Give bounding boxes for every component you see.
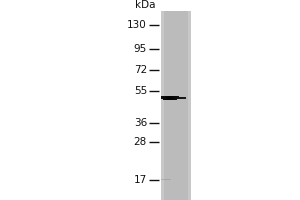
Text: 72: 72 — [134, 65, 147, 75]
Text: 36: 36 — [134, 118, 147, 128]
Text: 55: 55 — [134, 86, 147, 96]
FancyBboxPatch shape — [160, 11, 190, 200]
Text: 28: 28 — [134, 137, 147, 147]
FancyBboxPatch shape — [164, 11, 188, 200]
Text: 17: 17 — [134, 175, 147, 185]
Text: kDa: kDa — [136, 0, 156, 10]
Text: 95: 95 — [134, 44, 147, 54]
Text: 130: 130 — [127, 20, 147, 30]
